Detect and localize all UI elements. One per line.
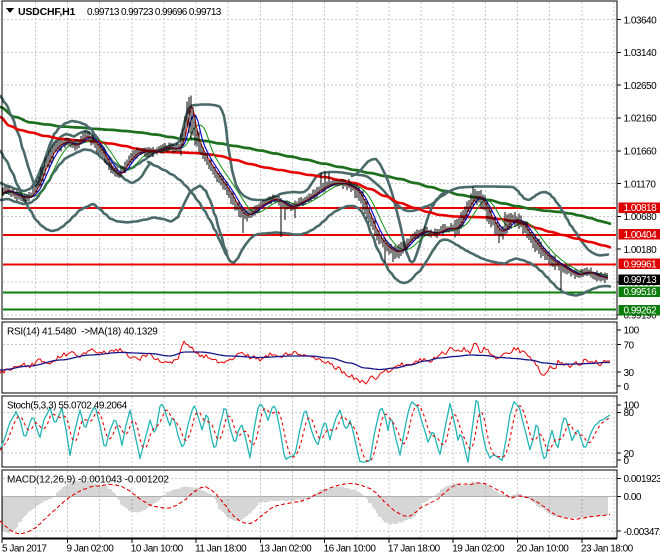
svg-text:MACD(12,26,9) -0.001043 -0.001: MACD(12,26,9) -0.001043 -0.001202 bbox=[7, 475, 169, 486]
svg-text:Stoch(5,3,3) 55.0702 49.2064: Stoch(5,3,3) 55.0702 49.2064 bbox=[7, 401, 128, 412]
svg-text:11 Jan 18:00: 11 Jan 18:00 bbox=[195, 544, 247, 555]
svg-text:1.02160: 1.02160 bbox=[624, 114, 658, 125]
svg-text:100: 100 bbox=[624, 401, 640, 412]
svg-text:0: 0 bbox=[624, 382, 630, 393]
svg-text:5 Jan 2017: 5 Jan 2017 bbox=[2, 544, 47, 555]
svg-text:1.00680: 1.00680 bbox=[624, 212, 658, 223]
svg-text:20 Jan 10:00: 20 Jan 10:00 bbox=[517, 544, 570, 555]
svg-text:0.00: 0.00 bbox=[624, 492, 642, 503]
svg-text:0.99516: 0.99516 bbox=[624, 287, 658, 298]
svg-text:100: 100 bbox=[624, 326, 640, 337]
svg-text:0.99713 0.99723 0.99696 0.9971: 0.99713 0.99723 0.99696 0.99713 bbox=[87, 7, 222, 18]
svg-text:9 Jan 02:00: 9 Jan 02:00 bbox=[67, 544, 115, 555]
svg-text:20: 20 bbox=[624, 449, 635, 460]
svg-text:30: 30 bbox=[624, 368, 635, 379]
svg-text:RSI(14) 41.5480 ->MA(18) 40.1: RSI(14) 41.5480 ->MA(18) 40.1329 bbox=[7, 327, 158, 338]
svg-text:80: 80 bbox=[624, 408, 635, 419]
svg-text:16 Jan 10:00: 16 Jan 10:00 bbox=[324, 544, 377, 555]
svg-text:13 Jan 02:00: 13 Jan 02:00 bbox=[259, 544, 312, 555]
svg-text:17 Jan 18:00: 17 Jan 18:00 bbox=[388, 544, 441, 555]
svg-text:0: 0 bbox=[624, 456, 630, 467]
svg-text:19 Jan 02:00: 19 Jan 02:00 bbox=[452, 544, 505, 555]
svg-text:1.00180: 1.00180 bbox=[624, 245, 658, 256]
svg-text:-0.003472: -0.003472 bbox=[624, 527, 660, 538]
svg-text:10 Jan 10:00: 10 Jan 10:00 bbox=[131, 544, 184, 555]
svg-text:0.99262: 0.99262 bbox=[624, 306, 658, 317]
svg-text:1.02650: 1.02650 bbox=[624, 81, 658, 92]
svg-text:1.03640: 1.03640 bbox=[624, 15, 658, 26]
svg-text:70: 70 bbox=[624, 340, 635, 351]
svg-text:0.99713: 0.99713 bbox=[624, 275, 658, 286]
svg-text:1.01170: 1.01170 bbox=[624, 179, 657, 190]
svg-text:0.99190: 0.99190 bbox=[624, 311, 658, 322]
svg-text:1.01660: 1.01660 bbox=[624, 147, 658, 158]
svg-text:23 Jan 18:00: 23 Jan 18:00 bbox=[581, 544, 634, 555]
svg-text:0.99961: 0.99961 bbox=[624, 260, 658, 271]
svg-text:1.00818: 1.00818 bbox=[624, 203, 658, 214]
svg-text:0.001923: 0.001923 bbox=[624, 474, 660, 485]
svg-text:1.03140: 1.03140 bbox=[624, 48, 658, 59]
svg-text:1.00404: 1.00404 bbox=[624, 230, 658, 241]
svg-text:USDCHF,H1: USDCHF,H1 bbox=[18, 6, 75, 18]
